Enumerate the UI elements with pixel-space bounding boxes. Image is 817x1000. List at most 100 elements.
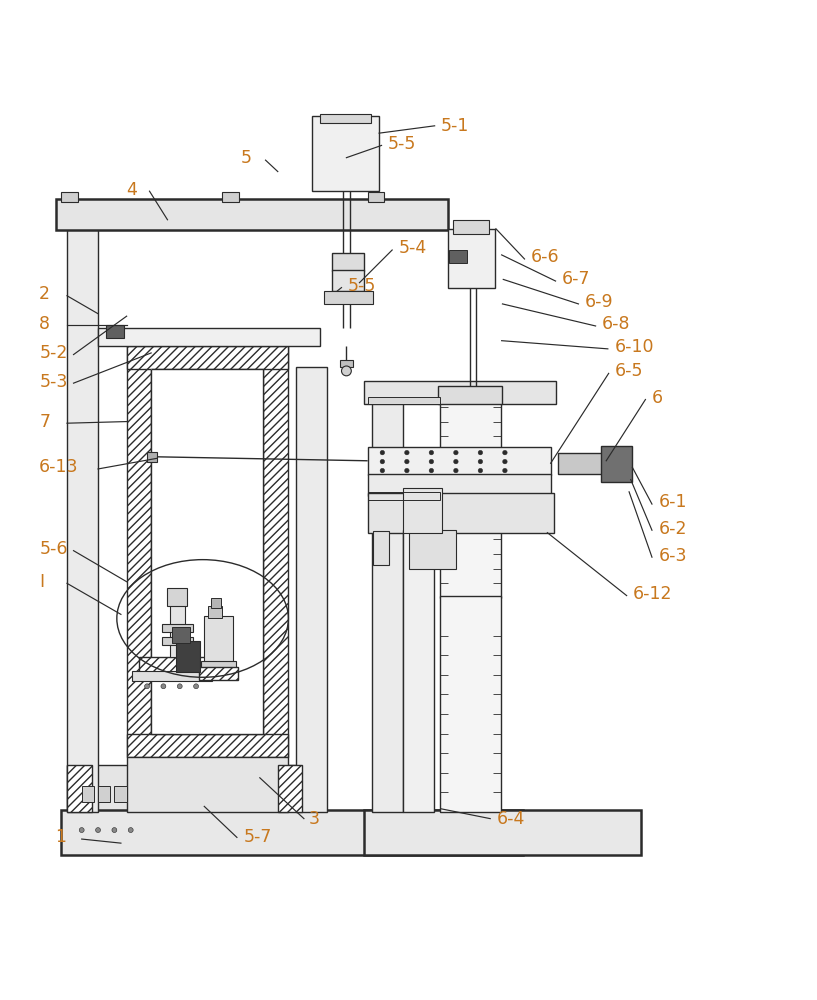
Circle shape [478, 459, 483, 464]
Circle shape [380, 468, 385, 473]
Bar [403, 488, 442, 533]
Bar [222, 192, 239, 202]
Bar [332, 253, 364, 271]
Bar [127, 757, 288, 812]
Circle shape [453, 459, 458, 464]
Text: 6-12: 6-12 [633, 585, 672, 603]
Text: 7: 7 [39, 413, 50, 431]
Text: 6-7: 6-7 [562, 270, 591, 288]
Bar [170, 604, 185, 657]
Circle shape [502, 468, 507, 473]
Text: I: I [39, 573, 44, 591]
Bar [368, 493, 554, 533]
Bar [320, 114, 371, 123]
Text: 5-7: 5-7 [243, 828, 272, 846]
Bar [368, 492, 440, 500]
Bar [368, 474, 551, 496]
Circle shape [161, 684, 166, 689]
Text: 6-1: 6-1 [659, 493, 687, 511]
Circle shape [128, 828, 133, 833]
Text: 5-4: 5-4 [399, 239, 427, 257]
Bar [82, 786, 94, 802]
Bar [127, 346, 288, 369]
Bar [364, 810, 641, 855]
Bar [204, 616, 233, 663]
Bar [106, 325, 124, 338]
Text: 5-3: 5-3 [39, 373, 68, 391]
Bar [296, 367, 327, 812]
Bar [147, 452, 157, 462]
Bar [208, 606, 222, 618]
Circle shape [79, 828, 84, 833]
Bar [67, 765, 92, 812]
Bar [408, 530, 456, 569]
Bar [201, 661, 236, 669]
Text: 6-6: 6-6 [531, 248, 560, 266]
Text: 6: 6 [652, 389, 663, 407]
Bar [211, 598, 221, 608]
Circle shape [96, 828, 100, 833]
Bar [340, 360, 353, 367]
Bar [324, 291, 373, 304]
Bar [438, 386, 502, 404]
Text: 6-8: 6-8 [602, 315, 631, 333]
Bar [601, 446, 632, 482]
Bar [132, 671, 212, 681]
Text: 6-3: 6-3 [659, 547, 687, 565]
Text: 8: 8 [39, 315, 50, 333]
Bar [332, 270, 364, 291]
Bar [558, 453, 603, 474]
Text: 6-2: 6-2 [659, 520, 687, 538]
Circle shape [478, 450, 483, 455]
Circle shape [478, 468, 483, 473]
Text: 6-5: 6-5 [615, 362, 644, 380]
Circle shape [145, 684, 150, 689]
Text: 5-6: 5-6 [39, 540, 68, 558]
Text: 6-13: 6-13 [39, 458, 78, 476]
Bar [162, 624, 193, 632]
Circle shape [404, 450, 409, 455]
Circle shape [194, 684, 199, 689]
Text: 3: 3 [309, 810, 319, 828]
Circle shape [380, 459, 385, 464]
Bar [440, 596, 501, 812]
Bar [263, 345, 288, 757]
Bar [61, 192, 78, 202]
Circle shape [429, 468, 434, 473]
Bar [368, 192, 384, 202]
Bar [364, 381, 556, 404]
Bar [56, 199, 448, 230]
Circle shape [177, 684, 182, 689]
Bar [61, 810, 523, 855]
Text: 5-5: 5-5 [388, 135, 417, 153]
Bar [199, 667, 238, 680]
Circle shape [429, 450, 434, 455]
Bar [127, 345, 151, 757]
Text: 6-9: 6-9 [585, 293, 614, 311]
Bar [114, 786, 127, 802]
Bar [98, 328, 320, 346]
Bar [449, 250, 467, 263]
Bar [67, 228, 98, 812]
Circle shape [429, 459, 434, 464]
Bar [127, 734, 288, 757]
Text: 6-4: 6-4 [497, 810, 525, 828]
Bar [448, 229, 495, 288]
Bar [278, 765, 302, 812]
Bar [176, 641, 200, 672]
Bar [440, 390, 501, 598]
Bar [312, 116, 379, 191]
Bar [167, 588, 187, 606]
Bar [98, 786, 110, 802]
Text: 2: 2 [39, 285, 50, 303]
Circle shape [404, 468, 409, 473]
Bar [453, 220, 489, 234]
Bar [67, 765, 301, 812]
Text: 5: 5 [241, 149, 252, 167]
Bar [373, 531, 389, 565]
Bar [372, 400, 403, 812]
Text: 4: 4 [127, 181, 137, 199]
Circle shape [380, 450, 385, 455]
Text: 6-10: 6-10 [614, 338, 654, 356]
Text: 5-5: 5-5 [347, 277, 376, 295]
